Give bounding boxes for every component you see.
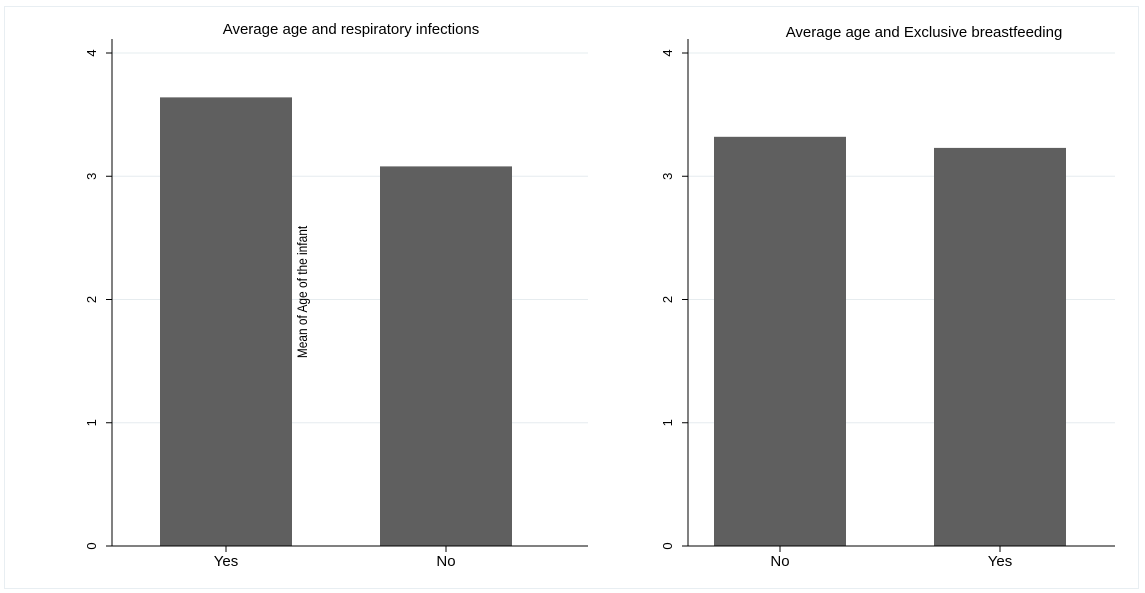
chart-title: Average age and respiratory infections <box>223 21 480 38</box>
bar-no <box>714 136 846 546</box>
chart-right: Average age and Exclusive breastfeeding <box>786 24 1063 41</box>
bar-yes <box>160 97 292 547</box>
y-tick-label: 2 <box>84 296 99 303</box>
x-tick-label: Yes <box>214 553 238 570</box>
bar-no <box>380 166 512 546</box>
bar-yes <box>934 147 1066 546</box>
y-tick-label: 0 <box>660 542 675 549</box>
y-axis-label: Mean of Age of the infant <box>294 226 310 359</box>
y-tick-label: 3 <box>84 173 99 180</box>
bars <box>160 97 512 547</box>
y-tick-label: 2 <box>660 296 675 303</box>
figure-frame <box>4 6 1139 589</box>
x-tick-label: Yes <box>988 553 1012 570</box>
y-tick-label: 0 <box>84 542 99 549</box>
y-tick-label: 1 <box>84 419 99 426</box>
x-tick-label: No <box>770 553 789 570</box>
x-tick-label: No <box>436 553 455 570</box>
y-tick-label: 1 <box>660 419 675 426</box>
y-tick-label: 4 <box>660 49 675 56</box>
chart-left: 0 1 2 3 4 No Yes Average age and respiratory i… <box>84 21 1115 570</box>
y-tick-label: 3 <box>660 173 675 180</box>
bars <box>714 136 1066 546</box>
y-tick-label: 4 <box>84 49 99 56</box>
chart-title: Average age and Exclusive breastfeeding <box>786 24 1063 41</box>
